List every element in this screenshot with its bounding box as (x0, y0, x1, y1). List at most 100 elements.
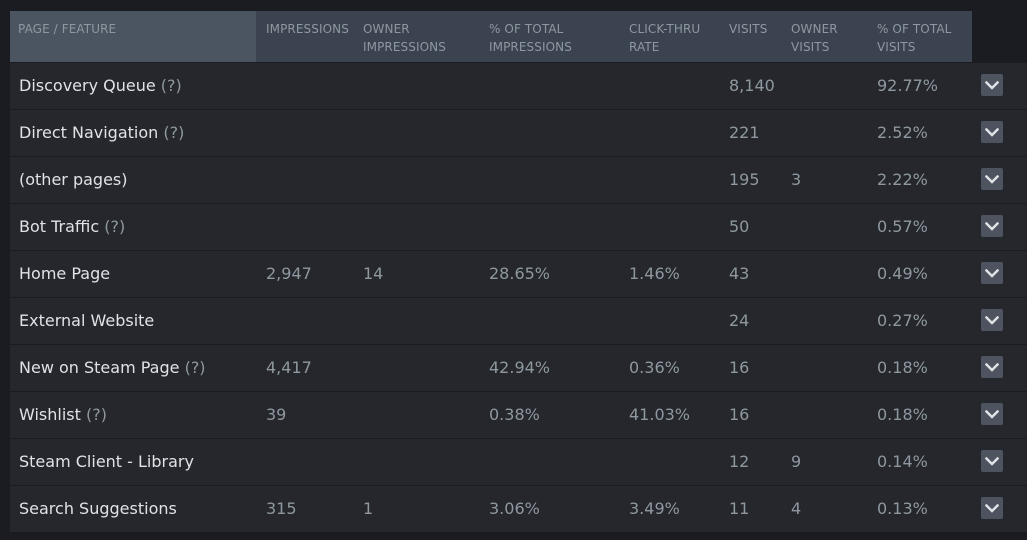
row-page-label: New on Steam Page (19, 358, 180, 377)
cell-pct-total-visits: 2.52% (877, 123, 928, 142)
expand-row-button[interactable] (981, 215, 1003, 237)
column-header-click-thru-rate[interactable]: CLICK-THRU RATE (629, 22, 701, 54)
cell-owner-visits: 3 (791, 170, 802, 189)
cell-click-thru-rate: 1.46% (629, 264, 680, 283)
cell-impressions: 4,417 (266, 358, 312, 377)
table-row: (other pages) 195 3 2.22% (10, 157, 1027, 204)
row-page-name: Direct Navigation (?) (19, 110, 184, 156)
row-page-name: Bot Traffic (?) (19, 204, 125, 250)
column-header-pct-total-visits[interactable]: % OF TOTAL VISITS (877, 22, 952, 54)
expand-row-button[interactable] (981, 403, 1003, 425)
cell-pct-total-visits: 92.77% (877, 76, 939, 95)
cell-pct-total-impressions: 42.94% (489, 358, 551, 377)
cell-impressions: 2,947 (266, 264, 312, 283)
expand-row-button[interactable] (981, 74, 1003, 96)
row-page-name: Discovery Queue (?) (19, 63, 182, 109)
cell-pct-total-visits: 0.14% (877, 452, 928, 471)
expand-row-button[interactable] (981, 262, 1003, 284)
row-page-name: External Website (19, 298, 154, 344)
table-row: Bot Traffic (?) 50 0.57% (10, 204, 1027, 251)
cell-visits: 195 (729, 170, 760, 189)
chevron-down-icon (985, 503, 999, 513)
chevron-down-icon (985, 127, 999, 137)
cell-owner-impressions: 14 (363, 264, 384, 283)
cell-impressions: 39 (266, 405, 287, 424)
chevron-down-icon (985, 268, 999, 278)
column-header-owner-visits[interactable]: OWNER VISITS (791, 22, 838, 54)
table-row: Wishlist (?) 39 0.38% 41.03% 16 0.18% (10, 392, 1027, 439)
row-page-label: Bot Traffic (19, 217, 100, 236)
cell-visits: 221 (729, 123, 760, 142)
cell-click-thru-rate: 41.03% (629, 405, 691, 424)
row-page-label: Search Suggestions (19, 499, 177, 518)
row-page-name: Steam Client - Library (19, 439, 194, 485)
expand-row-button[interactable] (981, 356, 1003, 378)
help-link[interactable]: (?) (158, 123, 185, 142)
cell-pct-total-visits: 2.22% (877, 170, 928, 189)
chevron-down-icon (985, 315, 999, 325)
row-page-label: Home Page (19, 264, 111, 283)
help-link[interactable]: (?) (80, 405, 107, 424)
table-row: External Website 24 0.27% (10, 298, 1027, 345)
table-row: Discovery Queue (?) 8,140 92.77% (10, 63, 1027, 110)
cell-pct-total-impressions: 0.38% (489, 405, 540, 424)
traffic-table: PAGE / FEATURE IMPRESSIONS OWNER IMPRESS… (10, 11, 1027, 533)
cell-visits: 16 (729, 405, 750, 424)
cell-pct-total-visits: 0.49% (877, 264, 928, 283)
cell-visits: 11 (729, 499, 750, 518)
table-body: Discovery Queue (?) 8,140 92.77% Direct … (10, 63, 1027, 533)
cell-visits: 24 (729, 311, 750, 330)
row-page-label: Direct Navigation (19, 123, 159, 142)
table-row: Direct Navigation (?) 221 2.52% (10, 110, 1027, 157)
help-link[interactable]: (?) (99, 217, 126, 236)
row-page-name: New on Steam Page (?) (19, 345, 206, 391)
expand-row-button[interactable] (981, 121, 1003, 143)
row-page-name: (other pages) (19, 157, 128, 203)
row-page-name: Search Suggestions (19, 486, 177, 532)
column-header-pct-total-impressions[interactable]: % OF TOTAL IMPRESSIONS (489, 22, 572, 54)
cell-pct-total-visits: 0.13% (877, 499, 928, 518)
help-link[interactable]: (?) (179, 358, 206, 377)
cell-visits: 43 (729, 264, 750, 283)
column-header-visits[interactable]: VISITS (729, 22, 768, 36)
row-page-label: Discovery Queue (19, 76, 156, 95)
expand-row-button[interactable] (981, 450, 1003, 472)
table-row: Home Page 2,947 14 28.65% 1.46% 43 0.49% (10, 251, 1027, 298)
column-header-impressions[interactable]: IMPRESSIONS (266, 22, 349, 36)
chevron-down-icon (985, 456, 999, 466)
chevron-down-icon (985, 80, 999, 90)
table-row: Steam Client - Library 12 9 0.14% (10, 439, 1027, 486)
cell-pct-total-visits: 0.18% (877, 358, 928, 377)
cell-click-thru-rate: 3.49% (629, 499, 680, 518)
column-header-page-feature[interactable]: PAGE / FEATURE (10, 11, 256, 62)
table-row: Search Suggestions 315 1 3.06% 3.49% 11 … (10, 486, 1027, 533)
cell-owner-impressions: 1 (363, 499, 374, 518)
cell-click-thru-rate: 0.36% (629, 358, 680, 377)
row-page-label: (other pages) (19, 170, 128, 189)
table-row: New on Steam Page (?) 4,417 42.94% 0.36%… (10, 345, 1027, 392)
cell-visits: 50 (729, 217, 750, 236)
help-link[interactable]: (?) (155, 76, 182, 95)
row-page-label: Wishlist (19, 405, 81, 424)
cell-visits: 12 (729, 452, 750, 471)
cell-pct-total-visits: 0.57% (877, 217, 928, 236)
cell-pct-total-visits: 0.18% (877, 405, 928, 424)
cell-pct-total-impressions: 28.65% (489, 264, 551, 283)
cell-pct-total-impressions: 3.06% (489, 499, 540, 518)
cell-visits: 16 (729, 358, 750, 377)
chevron-down-icon (985, 362, 999, 372)
cell-owner-visits: 4 (791, 499, 802, 518)
cell-impressions: 315 (266, 499, 297, 518)
expand-row-button[interactable] (981, 497, 1003, 519)
row-page-name: Wishlist (?) (19, 392, 107, 438)
chevron-down-icon (985, 221, 999, 231)
cell-visits: 8,140 (729, 76, 775, 95)
expand-row-button[interactable] (981, 168, 1003, 190)
column-header-owner-impressions[interactable]: OWNER IMPRESSIONS (363, 22, 446, 54)
table-header: PAGE / FEATURE IMPRESSIONS OWNER IMPRESS… (10, 11, 972, 62)
expand-row-button[interactable] (981, 309, 1003, 331)
row-page-name: Home Page (19, 251, 110, 297)
cell-pct-total-visits: 0.27% (877, 311, 928, 330)
cell-owner-visits: 9 (791, 452, 802, 471)
chevron-down-icon (985, 409, 999, 419)
